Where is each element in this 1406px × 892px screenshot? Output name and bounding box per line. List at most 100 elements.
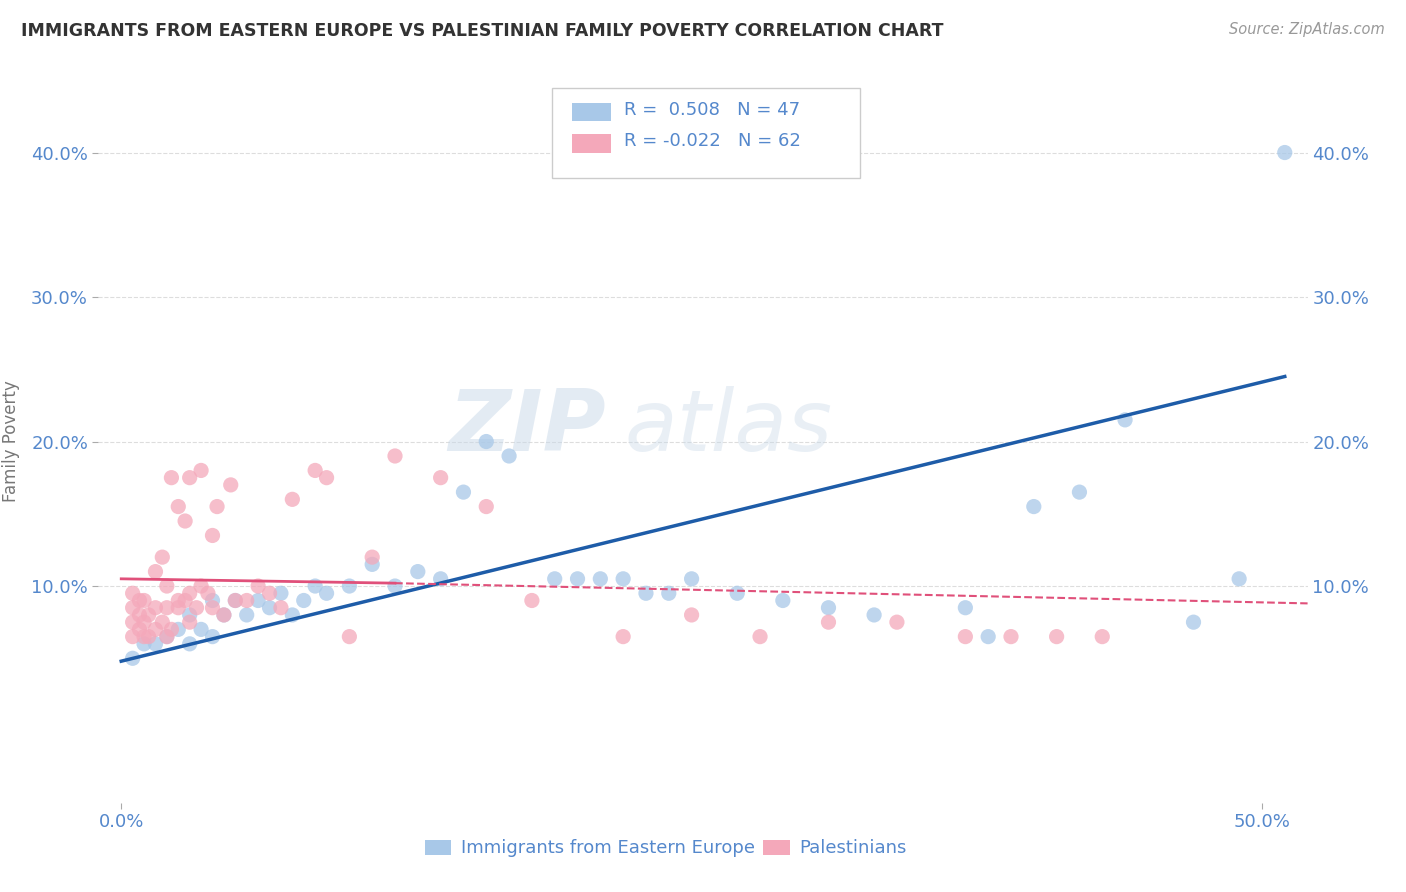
Point (247, 593, 270, 607)
Point (1022, 500, 1045, 514)
Point (304, 463, 326, 477)
Point (634, 586, 657, 600)
Point (361, 558, 384, 572)
Point (337, 630, 360, 644)
Point (235, 607, 257, 622)
Point (658, 586, 681, 600)
FancyBboxPatch shape (551, 87, 860, 178)
Text: R = -0.022   N = 62: R = -0.022 N = 62 (624, 132, 801, 150)
Point (201, 600, 224, 615)
Point (1091, 630, 1114, 644)
Point (156, 630, 179, 644)
Point (197, 586, 219, 600)
Point (212, 607, 235, 622)
Point (384, 579, 406, 593)
Point (1182, 615, 1205, 630)
Point (156, 579, 179, 593)
Point (174, 593, 197, 607)
Point (174, 514, 197, 528)
Point (281, 607, 304, 622)
Point (167, 593, 190, 607)
Point (138, 630, 160, 644)
Point (132, 615, 155, 630)
Point (201, 528, 224, 542)
Point (190, 463, 212, 477)
Point (224, 593, 246, 607)
Point (128, 607, 150, 622)
Bar (572, 134, 612, 153)
Point (224, 593, 246, 607)
Point (612, 630, 634, 644)
Point (150, 550, 173, 565)
Point (201, 593, 224, 607)
Point (292, 593, 315, 607)
Point (167, 600, 190, 615)
Point (156, 630, 179, 644)
Point (567, 572, 589, 586)
Point (886, 615, 908, 630)
Point (190, 579, 212, 593)
Bar (425, 840, 451, 855)
Text: atlas: atlas (624, 385, 832, 468)
Point (145, 623, 167, 637)
Point (406, 565, 429, 579)
Y-axis label: Family Poverty: Family Poverty (1, 381, 20, 502)
Point (201, 630, 224, 644)
Point (863, 607, 886, 622)
Point (167, 500, 190, 514)
Text: R =  0.508   N = 47: R = 0.508 N = 47 (624, 101, 800, 119)
Point (315, 471, 337, 485)
Point (955, 630, 977, 644)
Point (121, 586, 143, 600)
Point (179, 586, 201, 600)
Point (156, 600, 179, 615)
Point (128, 593, 150, 607)
Point (304, 579, 326, 593)
Point (337, 579, 360, 593)
Point (167, 623, 190, 637)
Point (681, 572, 703, 586)
Point (179, 471, 201, 485)
Point (977, 630, 1000, 644)
Point (145, 600, 167, 615)
Point (186, 600, 208, 615)
Point (612, 572, 634, 586)
Point (520, 593, 543, 607)
Point (121, 630, 143, 644)
Point (498, 449, 520, 463)
Point (1046, 630, 1069, 644)
Point (475, 434, 498, 449)
Text: IMMIGRANTS FROM EASTERN EUROPE VS PALESTINIAN FAMILY POVERTY CORRELATION CHART: IMMIGRANTS FROM EASTERN EUROPE VS PALEST… (21, 22, 943, 40)
Point (132, 637, 155, 651)
Point (1069, 485, 1091, 500)
Point (219, 478, 242, 492)
Point (160, 623, 183, 637)
Point (247, 579, 270, 593)
Point (1114, 413, 1136, 427)
Point (453, 485, 475, 500)
Point (270, 586, 292, 600)
Point (817, 615, 839, 630)
Point (384, 449, 406, 463)
Bar (572, 103, 612, 121)
Point (281, 492, 304, 507)
Point (121, 600, 143, 615)
Point (259, 586, 281, 600)
Point (1274, 145, 1296, 160)
Point (315, 586, 337, 600)
Point (749, 630, 772, 644)
Point (212, 607, 235, 622)
Point (190, 623, 212, 637)
Point (132, 593, 155, 607)
Text: Source: ZipAtlas.com: Source: ZipAtlas.com (1229, 22, 1385, 37)
Point (681, 607, 703, 622)
Point (150, 615, 173, 630)
Point (121, 651, 143, 665)
Point (1227, 572, 1250, 586)
Bar (763, 840, 790, 855)
Point (817, 600, 839, 615)
Point (589, 572, 612, 586)
Point (725, 586, 748, 600)
Point (132, 630, 155, 644)
Point (160, 471, 183, 485)
